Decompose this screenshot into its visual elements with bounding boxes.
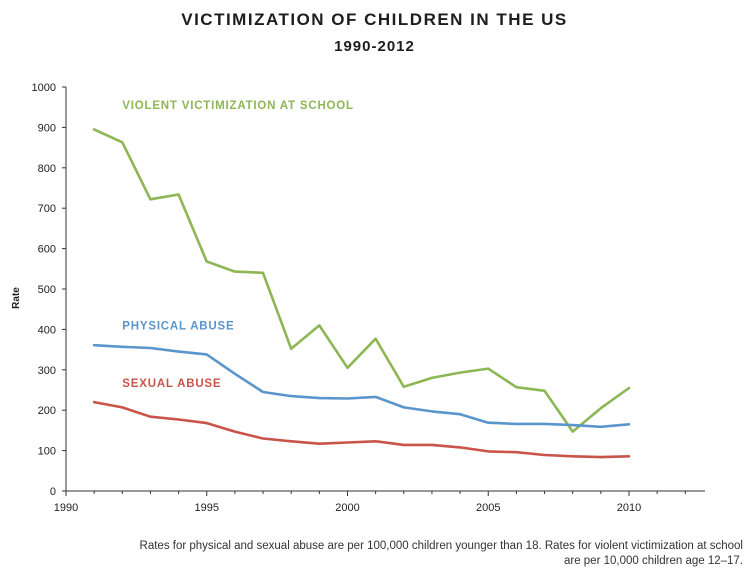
y-tick-label: 600: [38, 244, 56, 256]
y-tick-label: 500: [38, 284, 56, 296]
y-tick-label: 900: [38, 122, 56, 134]
x-tick-label: 2000: [335, 502, 359, 514]
y-tick-label: 1000: [32, 82, 56, 94]
x-tick-label: 1990: [54, 502, 78, 514]
chart-subtitle: 1990-2012: [334, 38, 415, 55]
y-tick-label: 400: [38, 324, 56, 336]
x-tick-label: 2005: [476, 502, 500, 514]
series-line-sexual-abuse: [92, 400, 631, 459]
series-label: PHYSICAL ABUSE: [122, 320, 234, 332]
y-tick-label: 0: [50, 486, 56, 498]
y-axis-label: Rate: [11, 287, 22, 309]
y-tick-label: 300: [38, 365, 56, 377]
series-line-physical-abuse: [92, 343, 631, 429]
chart-title: VICTIMIZATION OF CHILDREN IN THE US: [181, 10, 568, 29]
x-tick-label: 1995: [195, 502, 219, 514]
y-tick-label: 100: [38, 446, 56, 458]
series-line-violent-victimization-at-school: [92, 128, 631, 433]
x-tick-label: 2010: [617, 502, 641, 514]
y-tick-label: 800: [38, 163, 56, 175]
footnote-line-1: Rates for physical and sexual abuse are …: [139, 540, 743, 552]
line-chart: 0 100 200 300 400 500 600 700 800 900 1000 1990 1995…: [11, 82, 705, 514]
y-tick-label: 200: [38, 405, 56, 417]
footnote-line-2: are per 10,000 children age 12–17.: [563, 555, 743, 567]
series-label: SEXUAL ABUSE: [122, 378, 221, 390]
series-label: VIOLENT VICTIMIZATION AT SCHOOL: [122, 100, 354, 112]
y-tick-label: 700: [38, 203, 56, 215]
